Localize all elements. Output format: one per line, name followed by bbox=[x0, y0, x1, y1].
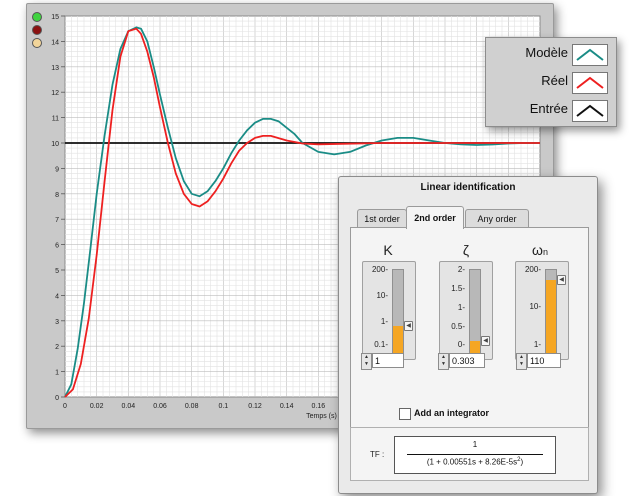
slider-tick: 200- bbox=[515, 265, 541, 274]
param-label-omega-n: ωn bbox=[515, 242, 565, 258]
slider-fill bbox=[546, 280, 556, 354]
k-spinner-icon[interactable]: ▲ ▼ bbox=[361, 353, 372, 370]
x-tick-label: 0.14 bbox=[280, 403, 294, 410]
legend-item-real[interactable]: Réel bbox=[486, 69, 616, 95]
slider-thumb-icon[interactable]: ◀ bbox=[404, 321, 413, 331]
x-tick-label: 0.16 bbox=[312, 403, 326, 410]
slider-omega-n[interactable]: 200- 10- 1- ◀ bbox=[515, 261, 569, 360]
tab-content-2nd-order: K 200- 10- 1- 0.1- ◀ ▲ ▼ 1 ζ 2- 1.5- 1- 0… bbox=[350, 227, 589, 429]
tab-1st-order[interactable]: 1st order bbox=[357, 209, 407, 228]
y-tick-label: 3 bbox=[55, 319, 59, 326]
omega-symbol: ω bbox=[532, 242, 543, 258]
y-tick-label: 5 bbox=[55, 268, 59, 275]
identification-panel: Linear identification 1st order 2nd orde… bbox=[338, 176, 598, 494]
x-tick-label: 0 bbox=[63, 403, 67, 410]
slider-track[interactable] bbox=[545, 269, 557, 355]
legend-label: Réel bbox=[541, 73, 568, 88]
x-tick-label: 0.04 bbox=[122, 403, 136, 410]
slider-tick: 10- bbox=[362, 291, 388, 300]
plot-legend: Modèle Réel Entrée bbox=[485, 37, 617, 127]
y-tick-label: 1 bbox=[55, 370, 59, 377]
slider-fill bbox=[393, 326, 403, 354]
y-tick-label: 0 bbox=[55, 395, 59, 402]
y-tick-label: 15 bbox=[51, 14, 59, 21]
slider-zeta[interactable]: 2- 1.5- 1- 0.5- 0- ◀ bbox=[439, 261, 493, 360]
x-tick-label: 0.1 bbox=[218, 403, 228, 410]
tf-den-suffix: ) bbox=[520, 458, 523, 467]
y-tick-label: 13 bbox=[51, 65, 59, 72]
zeta-spinner-icon[interactable]: ▲ ▼ bbox=[438, 353, 449, 370]
slider-tick: 1- bbox=[362, 317, 388, 326]
slider-tick: 1.5- bbox=[439, 284, 465, 293]
legend-swatch-icon bbox=[572, 44, 608, 66]
x-tick-label: 0.12 bbox=[248, 403, 262, 410]
integrator-checkbox[interactable] bbox=[399, 408, 411, 420]
y-tick-label: 7 bbox=[55, 217, 59, 224]
tf-label: TF : bbox=[370, 450, 384, 459]
y-tick-label: 6 bbox=[55, 243, 59, 250]
tf-fraction-bar bbox=[407, 454, 543, 455]
tf-denominator: (1 + 0.00551s + 8.26E-5s2) bbox=[395, 457, 555, 467]
slider-track[interactable] bbox=[392, 269, 404, 355]
x-tick-label: 0.06 bbox=[153, 403, 167, 410]
y-tick-label: 8 bbox=[55, 192, 59, 199]
slider-tick: 1- bbox=[439, 303, 465, 312]
legend-label: Modèle bbox=[525, 45, 568, 60]
transfer-function-display: 1 (1 + 0.00551s + 8.26E-5s2) bbox=[394, 436, 556, 474]
y-tick-label: 2 bbox=[55, 344, 59, 351]
legend-label: Entrée bbox=[530, 101, 568, 116]
x-axis-label: Temps (s) bbox=[306, 413, 337, 420]
y-tick-label: 9 bbox=[55, 166, 59, 173]
slider-tick: 2- bbox=[439, 265, 465, 274]
tf-numerator: 1 bbox=[395, 440, 555, 449]
integrator-label: Add an integrator bbox=[414, 408, 489, 418]
slider-thumb-icon[interactable]: ◀ bbox=[557, 275, 566, 285]
param-label-zeta: ζ bbox=[441, 242, 491, 258]
slider-thumb-icon[interactable]: ◀ bbox=[481, 336, 490, 346]
y-tick-label: 14 bbox=[51, 39, 59, 46]
legend-swatch-icon bbox=[572, 100, 608, 122]
omega-subscript: n bbox=[543, 247, 548, 257]
slider-tick: 0- bbox=[439, 340, 465, 349]
k-value-input[interactable]: 1 bbox=[372, 353, 404, 368]
slider-tick: 200- bbox=[362, 265, 388, 274]
tab-2nd-order[interactable]: 2nd order bbox=[406, 206, 464, 229]
param-label-k: K bbox=[363, 242, 413, 258]
omega-spinner-icon[interactable]: ▲ ▼ bbox=[516, 353, 527, 370]
legend-swatch-icon bbox=[572, 72, 608, 94]
panel-title: Linear identification bbox=[339, 182, 597, 193]
slider-tick: 1- bbox=[515, 340, 541, 349]
slider-tick: 0.5- bbox=[439, 322, 465, 331]
slider-tick: 0.1- bbox=[362, 340, 388, 349]
omega-n-value-input[interactable]: 110 bbox=[527, 353, 561, 368]
transfer-function-box: TF : 1 (1 + 0.00551s + 8.26E-5s2) bbox=[350, 427, 589, 481]
tab-any-order[interactable]: Any order bbox=[465, 209, 529, 228]
y-tick-label: 10 bbox=[51, 141, 59, 148]
x-tick-label: 0.02 bbox=[90, 403, 104, 410]
y-tick-label: 11 bbox=[52, 116, 59, 123]
x-tick-label: 0.08 bbox=[185, 403, 199, 410]
zeta-value-input[interactable]: 0.303 bbox=[449, 353, 485, 368]
legend-item-input[interactable]: Entrée bbox=[486, 97, 616, 123]
slider-track[interactable] bbox=[469, 269, 481, 355]
y-tick-label: 12 bbox=[51, 90, 59, 97]
legend-item-model[interactable]: Modèle bbox=[486, 41, 616, 67]
tf-den-prefix: (1 + 0.00551s + 8.26E-5s bbox=[427, 458, 517, 467]
y-tick-label: 4 bbox=[55, 293, 59, 300]
slider-tick: 10- bbox=[515, 302, 541, 311]
slider-k[interactable]: 200- 10- 1- 0.1- ◀ bbox=[362, 261, 416, 360]
